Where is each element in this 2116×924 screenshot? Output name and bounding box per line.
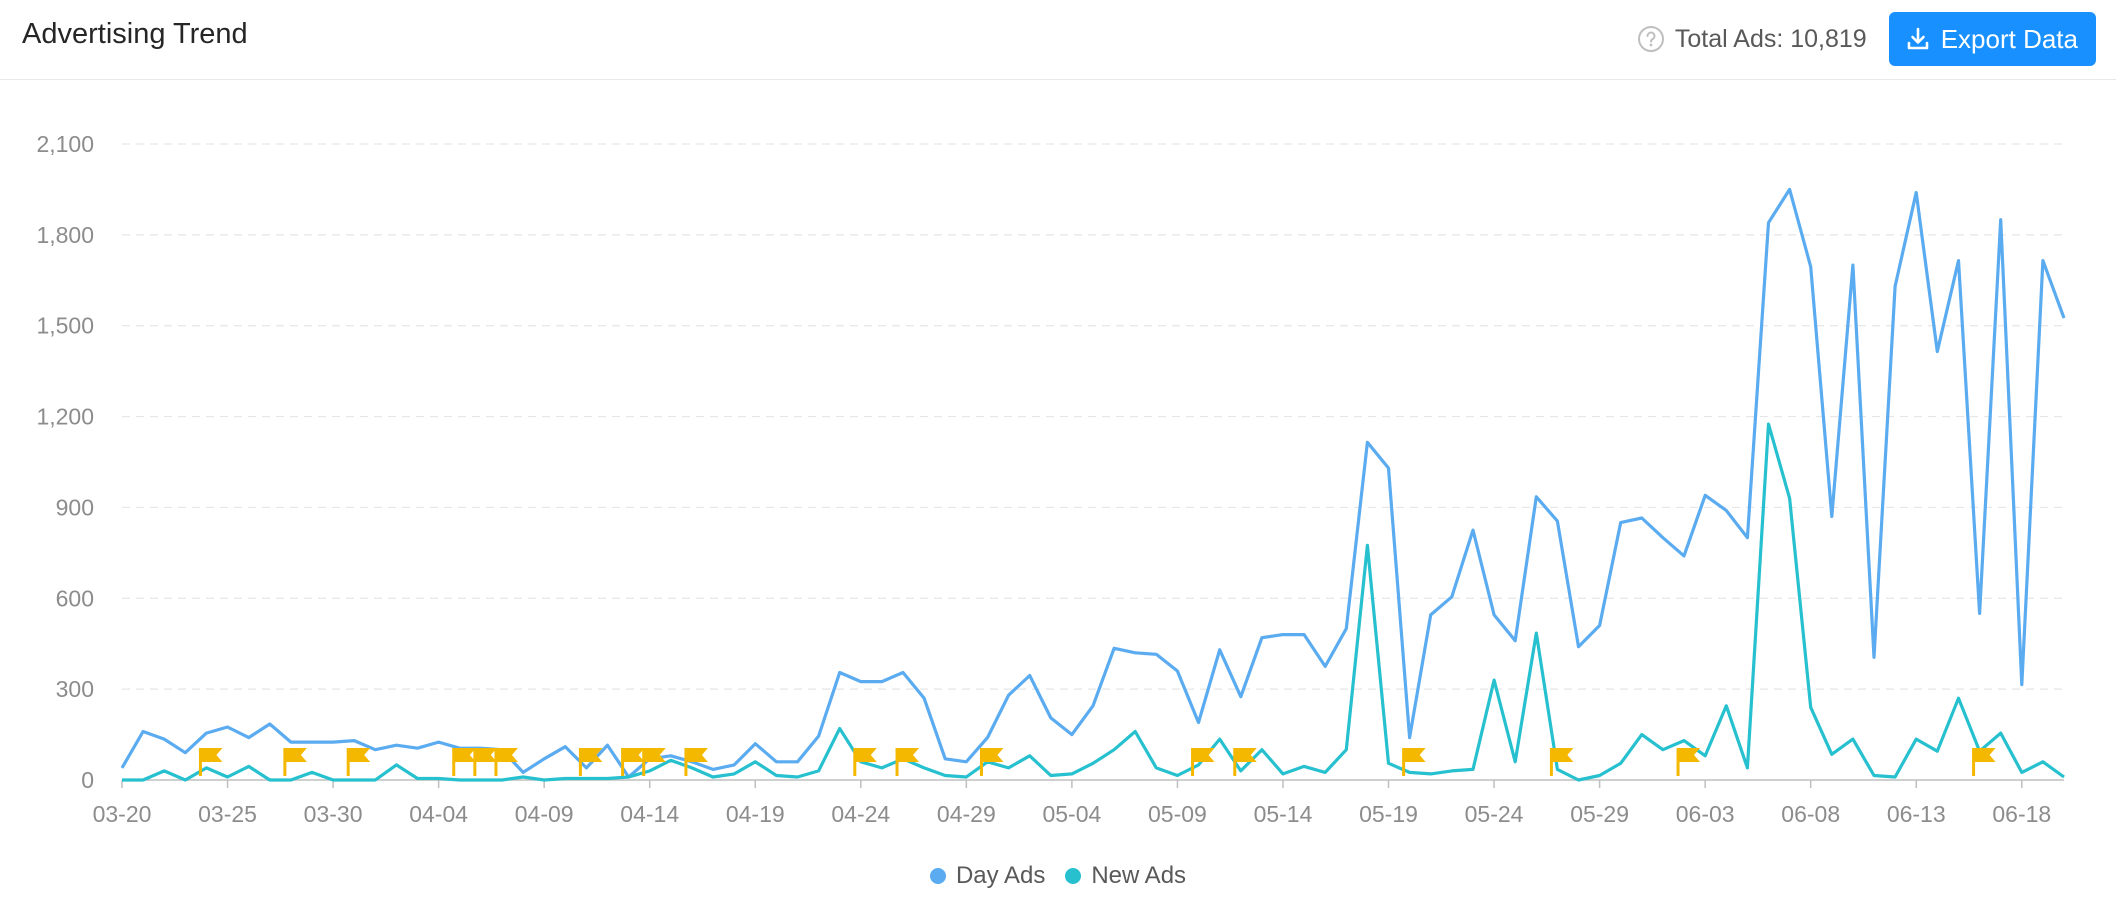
- header-tools: Total Ads: 10,819 Export Data: [1637, 12, 2096, 66]
- x-tick-label: 04-29: [937, 801, 996, 827]
- y-tick-label: 2,100: [36, 131, 94, 157]
- event-flag-icon[interactable]: [979, 748, 1004, 776]
- x-axis: 03-20 03-25 03-30 04-04 04-09 04-14 04-19 04-24…: [93, 779, 2064, 827]
- legend-item-day-ads[interactable]: Day Ads: [929, 862, 1046, 890]
- x-tick-label: 03-30: [304, 801, 363, 827]
- event-flag-icon[interactable]: [1549, 748, 1574, 776]
- event-flag-icon[interactable]: [452, 748, 476, 776]
- export-data-button[interactable]: Export Data: [1888, 12, 2096, 66]
- question-circle-icon[interactable]: [1637, 25, 1665, 53]
- y-tick-label: 0: [81, 767, 94, 793]
- x-tick-label: 04-09: [515, 801, 574, 827]
- series-line-new-ads[interactable]: [122, 422, 2065, 782]
- event-flag-icon[interactable]: [895, 748, 920, 776]
- legend-label-new-ads: New Ads: [1091, 862, 1187, 889]
- x-tick-label: 05-29: [1570, 801, 1629, 827]
- event-flag-icon[interactable]: [684, 748, 708, 776]
- event-flag-icon[interactable]: [473, 748, 497, 776]
- event-flag-icon[interactable]: [1676, 748, 1701, 776]
- download-icon: [1907, 27, 1929, 50]
- y-tick-label: 600: [56, 585, 94, 611]
- event-flag-icon[interactable]: [578, 748, 603, 776]
- legend-dot-new-ads: [1065, 868, 1082, 884]
- event-flag-icon[interactable]: [853, 748, 877, 776]
- x-tick-label: 03-20: [93, 801, 152, 827]
- event-flag-icon[interactable]: [346, 748, 371, 776]
- y-axis: 0 300 600 900 1,200 1,500 1,800 2,100: [36, 131, 94, 793]
- event-flag-icon[interactable]: [642, 748, 666, 776]
- x-tick-label: 05-04: [1042, 801, 1101, 827]
- export-data-label: Export Data: [1940, 23, 2078, 54]
- x-tick-label: 05-19: [1359, 801, 1418, 827]
- chart-title: Advertising Trend: [22, 18, 248, 50]
- card-header: Advertising Trend Total Ads: 10,819 Expo…: [0, 0, 2116, 80]
- event-flag-icon[interactable]: [1972, 748, 1996, 776]
- event-flag-icon[interactable]: [1402, 748, 1426, 776]
- x-tick-label: 04-04: [409, 801, 468, 827]
- event-flag-icon[interactable]: [494, 748, 518, 776]
- event-flag-icon[interactable]: [1233, 748, 1257, 776]
- y-tick-label: 1,200: [36, 404, 94, 430]
- event-flags: [198, 748, 1996, 776]
- event-flag-icon[interactable]: [1191, 748, 1215, 776]
- x-tick-label: 06-18: [1992, 801, 2051, 827]
- chart-grid: [122, 143, 2064, 690]
- x-tick-label: 05-24: [1465, 801, 1524, 827]
- x-tick-label: 06-03: [1676, 801, 1735, 827]
- y-tick-label: 900: [56, 494, 94, 520]
- x-tick-label: 05-14: [1254, 801, 1313, 827]
- y-tick-label: 300: [56, 676, 94, 702]
- series-line-day-ads[interactable]: [120, 187, 2066, 779]
- chart-series: [120, 187, 2066, 782]
- legend-dot-day-ads: [929, 868, 946, 884]
- total-ads-count: Total Ads: 10,819: [1674, 24, 1867, 53]
- x-tick-label: 03-25: [198, 801, 257, 827]
- x-tick-label: 06-08: [1781, 801, 1840, 827]
- legend-item-new-ads[interactable]: New Ads: [1065, 862, 1186, 890]
- event-flag-icon[interactable]: [283, 748, 307, 776]
- x-tick-label: 06-13: [1887, 801, 1946, 827]
- event-flag-icon[interactable]: [621, 748, 645, 776]
- x-tick-label: 05-09: [1148, 801, 1207, 827]
- x-tick-label: 04-14: [620, 801, 679, 827]
- legend-label-day-ads: Day Ads: [955, 862, 1046, 889]
- y-tick-label: 1,800: [36, 222, 94, 248]
- event-flag-icon[interactable]: [198, 748, 223, 776]
- y-tick-label: 1,500: [36, 313, 94, 339]
- x-tick-label: 04-24: [831, 801, 890, 827]
- chart-legend: Day Ads New Ads: [0, 862, 2116, 890]
- x-tick-label: 04-19: [726, 801, 785, 827]
